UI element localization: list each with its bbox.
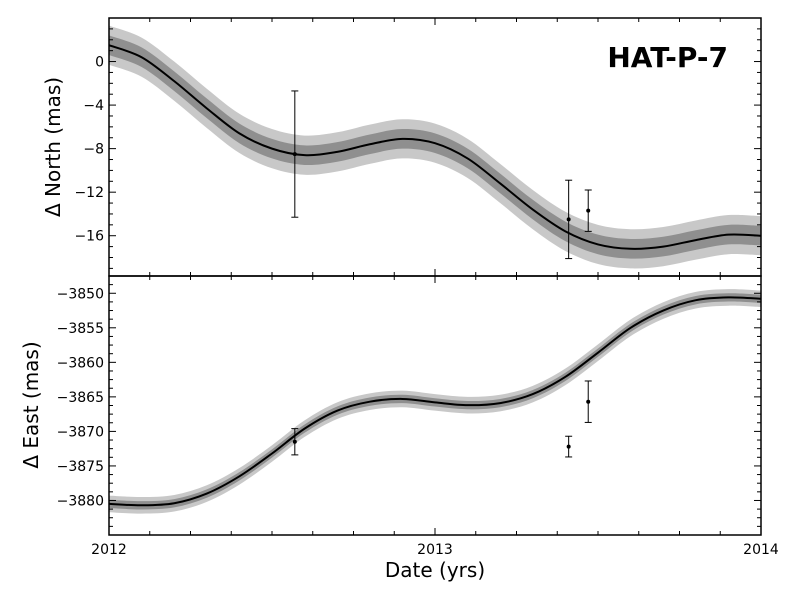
north-ytick-label-1: −4 — [83, 98, 104, 114]
east-band-1sigma — [109, 293, 761, 510]
east-model-line — [109, 296, 761, 507]
east-ytick-label-6: −3880 — [57, 493, 104, 509]
x-tick-label-1: 2013 — [417, 542, 453, 558]
east-ytick-label-0: −3850 — [57, 286, 104, 302]
chart-title: HAT-P-7 — [607, 41, 728, 74]
north-data-point-1 — [566, 217, 571, 222]
east-ytick-label-1: −3855 — [57, 321, 104, 337]
east-data-point-2 — [586, 399, 591, 404]
north-data-point-2 — [586, 208, 591, 213]
x-axis-label: Date (yrs) — [385, 558, 485, 582]
east-ytick-label-2: −3860 — [57, 355, 104, 371]
east-data-point-1 — [566, 444, 571, 449]
east-data-point-0 — [292, 439, 297, 444]
x-tick-label-0: 2012 — [91, 542, 127, 558]
north-ytick-label-2: −8 — [83, 142, 104, 158]
north-ytick-label-3: −12 — [74, 185, 104, 201]
east-axes: −3850 −3855 −3860 −3865 −3870 −3875 −3880 — [57, 275, 762, 536]
east-ytick-label-3: −3865 — [57, 390, 104, 406]
x-tick-label-2: 2014 — [743, 542, 779, 558]
north-y-axis-label: Δ North (mas) — [41, 77, 65, 217]
north-model-line — [109, 44, 761, 250]
east-plot-area — [109, 289, 761, 514]
north-panel: 0 −4 −8 −12 −16 Δ North (mas) HAT-P-7 — [41, 17, 762, 277]
north-ytick-label-4: −16 — [74, 229, 104, 245]
north-data-point-0 — [292, 152, 297, 157]
east-ytick-label-4: −3870 — [57, 424, 104, 440]
east-y-axis-label: Δ East (mas) — [19, 341, 43, 468]
north-band-1sigma — [109, 35, 761, 259]
north-plot-area — [109, 25, 761, 269]
east-ytick-label-5: −3875 — [57, 459, 104, 475]
north-ytick-label-0: 0 — [95, 55, 104, 71]
east-panel: −3850 −3855 −3860 −3865 −3870 −3875 −3880 Δ Ea… — [19, 275, 762, 536]
x-axis: 2012 2013 2014 — [91, 542, 779, 558]
